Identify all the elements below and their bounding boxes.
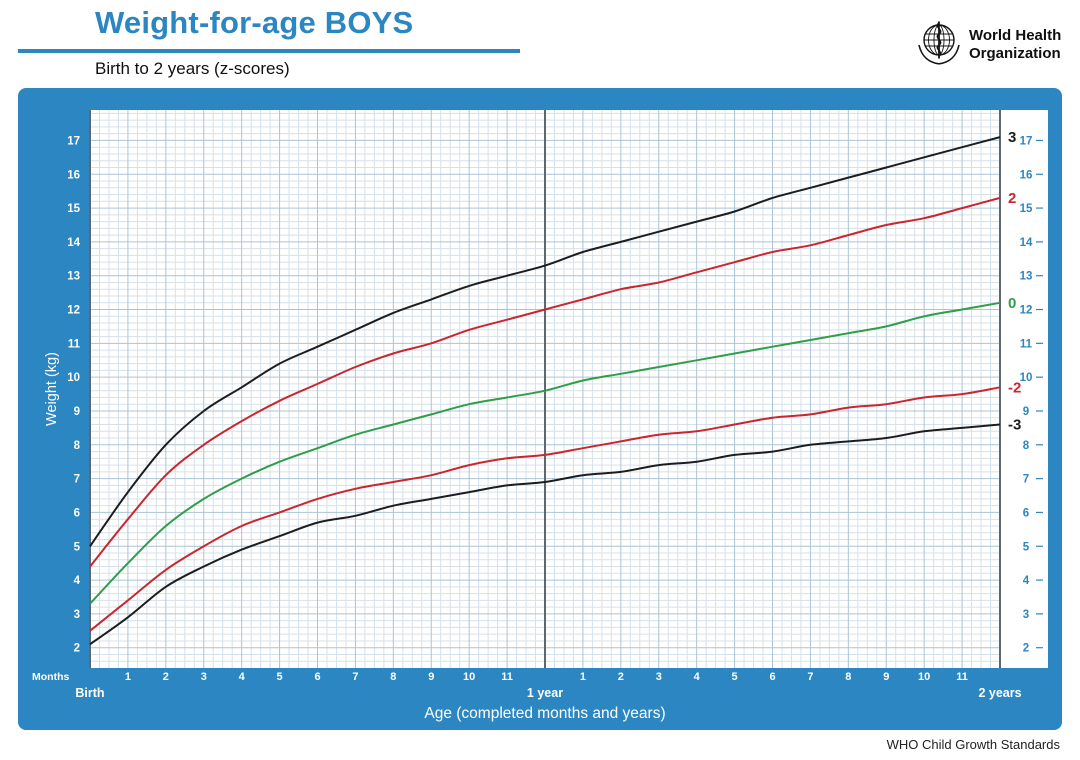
z-label-0: 0 [1008, 295, 1016, 312]
svg-text:7: 7 [807, 671, 813, 683]
curve-z0 [89, 301, 1001, 605]
x-axis-title: Age (completed months and years) [424, 705, 665, 722]
svg-text:2: 2 [74, 643, 80, 655]
svg-text:2: 2 [618, 671, 624, 683]
svg-text:12: 12 [67, 305, 80, 317]
svg-text:6: 6 [769, 671, 775, 683]
svg-text:14: 14 [1020, 237, 1033, 249]
title-underline [18, 49, 520, 53]
x-major-label: Birth [75, 686, 104, 700]
z-label--3: -3 [1008, 417, 1021, 434]
curve-z-2 [89, 386, 1001, 632]
svg-text:12: 12 [1020, 305, 1033, 317]
svg-text:16: 16 [67, 169, 80, 181]
page-subtitle: Birth to 2 years (z-scores) [95, 59, 290, 78]
svg-text:7: 7 [352, 671, 358, 683]
svg-text:10: 10 [918, 671, 930, 683]
months-unit-label: Months [32, 671, 69, 683]
svg-text:8: 8 [1023, 440, 1030, 452]
svg-text:10: 10 [463, 671, 475, 683]
year-boundary-lines [89, 110, 1001, 668]
svg-text:4: 4 [694, 671, 701, 683]
svg-text:5: 5 [1023, 541, 1030, 553]
svg-text:10: 10 [67, 372, 80, 384]
svg-text:4: 4 [74, 575, 81, 587]
svg-text:1: 1 [580, 671, 586, 683]
plot-paper [90, 110, 1048, 668]
svg-text:14: 14 [67, 237, 80, 249]
who-emblem-icon [916, 19, 962, 70]
svg-text:2: 2 [1023, 643, 1029, 655]
who-logo-line2: Organization [969, 44, 1061, 62]
svg-text:11: 11 [956, 671, 968, 683]
svg-text:17: 17 [1020, 135, 1033, 147]
x-major-label: 1 year [527, 686, 563, 700]
svg-text:8: 8 [390, 671, 396, 683]
chart-panel: 3 2 0 -2 -3 2 3 4 5 6 7 8 9 10 11 12 13 14 15 16 17 2 3 4 5 6 7 8 9 1… [18, 88, 1062, 730]
svg-text:10: 10 [1020, 372, 1033, 384]
z-score-curves [89, 136, 1001, 646]
z-label-3: 3 [1008, 129, 1016, 146]
page-title: Weight-for-age BOYS [95, 5, 414, 40]
axis-titles: Age (completed months and years) Weight (… [44, 352, 666, 722]
z-score-end-labels: 3 2 0 -2 -3 [1008, 129, 1021, 433]
y-axis-labels-left: 2 3 4 5 6 7 8 9 10 11 12 13 14 15 16 17 [67, 135, 80, 654]
curve-z2 [89, 196, 1001, 568]
svg-text:7: 7 [1023, 474, 1029, 486]
svg-text:4: 4 [1023, 575, 1030, 587]
svg-text:8: 8 [74, 440, 81, 452]
z-label--2: -2 [1008, 379, 1021, 396]
svg-text:5: 5 [732, 671, 738, 683]
svg-text:3: 3 [201, 671, 207, 683]
svg-text:9: 9 [883, 671, 889, 683]
svg-text:9: 9 [1023, 406, 1029, 418]
svg-text:15: 15 [67, 203, 80, 215]
svg-text:5: 5 [277, 671, 283, 683]
z-label-2: 2 [1008, 190, 1016, 207]
curve-z-3 [89, 423, 1001, 646]
svg-text:16: 16 [1020, 169, 1033, 181]
svg-text:9: 9 [428, 671, 434, 683]
who-logo-line1: World Health [969, 27, 1062, 45]
svg-text:11: 11 [501, 671, 513, 683]
who-logo: World Health Organization [916, 19, 1061, 70]
svg-text:11: 11 [1020, 338, 1033, 350]
svg-text:7: 7 [74, 474, 80, 486]
svg-text:11: 11 [68, 338, 81, 350]
footer-credit: WHO Child Growth Standards [886, 737, 1060, 752]
svg-text:6: 6 [1023, 507, 1029, 519]
svg-text:9: 9 [74, 406, 80, 418]
svg-text:3: 3 [656, 671, 662, 683]
y-axis-labels-right: 2 3 4 5 6 7 8 9 10 11 12 13 14 15 16 17 [1020, 135, 1043, 655]
svg-text:6: 6 [74, 507, 80, 519]
curve-z3 [89, 136, 1001, 547]
svg-text:4: 4 [239, 671, 246, 683]
svg-text:3: 3 [74, 609, 80, 621]
svg-text:13: 13 [67, 271, 80, 283]
svg-text:15: 15 [1020, 203, 1033, 215]
who-logo-text: World Health Organization [969, 27, 1061, 62]
svg-text:6: 6 [314, 671, 320, 683]
svg-text:1: 1 [125, 671, 131, 683]
svg-text:8: 8 [845, 671, 851, 683]
svg-text:13: 13 [1020, 271, 1033, 283]
svg-text:5: 5 [74, 541, 81, 553]
y-axis-title: Weight (kg) [44, 352, 60, 426]
svg-text:17: 17 [67, 135, 80, 147]
x-major-label: 2 years [978, 686, 1021, 700]
growth-chart-svg: 320-2-3234567891011121314151617234567891… [32, 110, 1048, 722]
svg-text:3: 3 [1023, 609, 1029, 621]
svg-text:2: 2 [163, 671, 169, 683]
